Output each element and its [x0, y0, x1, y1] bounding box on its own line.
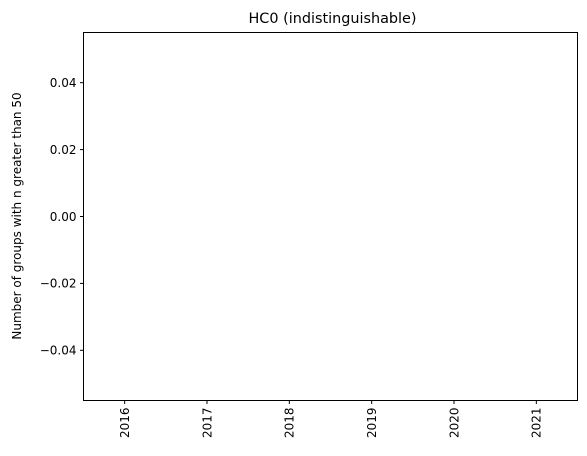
plot-frame [83, 32, 578, 401]
y-tick-label: 0.04 [50, 76, 77, 90]
chart-title: HC0 (indistinguishable) [248, 11, 416, 27]
x-axis-ticks: 2016 2017 2018 2019 2020 2021 [118, 400, 544, 439]
x-tick-label: 2021 [530, 408, 544, 439]
y-axis-ticks: −0.04 −0.02 0.00 0.02 0.04 [40, 76, 84, 358]
x-tick-label: 2019 [365, 408, 379, 439]
x-tick-label: 2018 [283, 408, 297, 439]
y-tick-label: 0.00 [50, 210, 77, 224]
y-tick-label: −0.02 [40, 277, 77, 291]
x-tick-label: 2017 [200, 408, 214, 439]
x-tick-label: 2016 [118, 408, 132, 439]
x-tick-label: 2020 [447, 408, 461, 439]
y-axis-label: Number of groups with n greater than 50 [10, 92, 24, 339]
y-tick-label: 0.02 [50, 143, 77, 157]
y-tick-label: −0.04 [40, 344, 77, 358]
